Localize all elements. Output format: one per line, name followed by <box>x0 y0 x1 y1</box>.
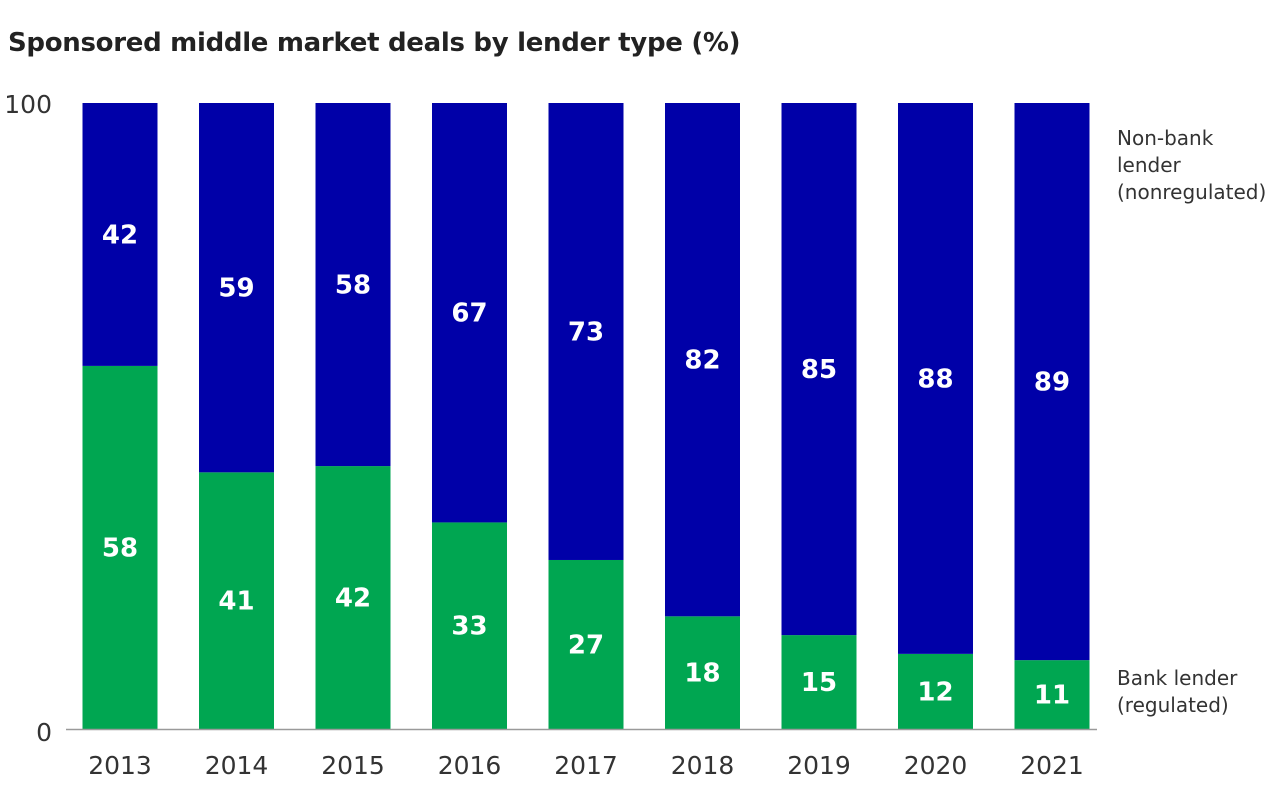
x-tick-label: 2020 <box>904 751 968 780</box>
bar-segment-bank-2014 <box>199 472 274 729</box>
y-tick-label: 0 <box>36 718 52 747</box>
data-label-bank-2021: 11 <box>1034 681 1070 711</box>
data-label-nonbank-2017: 73 <box>568 317 604 347</box>
bar-segment-nonbank-2017 <box>548 103 624 560</box>
data-label-nonbank-2015: 58 <box>335 271 371 301</box>
bar-segment-bank-2018 <box>665 616 740 729</box>
bars-layer <box>82 103 1090 729</box>
bar-segment-bank-2017 <box>548 559 624 729</box>
bar-segment-bank-2016 <box>432 522 507 729</box>
chart-title: Sponsored middle market deals by lender … <box>8 28 741 58</box>
data-label-bank-2017: 27 <box>568 630 604 660</box>
legend-label-nonbank: lender <box>1117 153 1182 177</box>
data-label-bank-2019: 15 <box>801 668 837 698</box>
data-label-bank-2015: 42 <box>335 584 371 614</box>
bar-segment-nonbank-2018 <box>665 103 740 617</box>
data-label-nonbank-2018: 82 <box>684 346 720 376</box>
data-label-nonbank-2021: 89 <box>1034 368 1070 398</box>
axes-layer: 2013 2014 2015 2016 2017 2018 2019 2020 2021 0 100 <box>4 90 1097 780</box>
x-tick-label: 2017 <box>554 751 618 780</box>
bar-segment-bank-2020 <box>898 653 973 729</box>
bar-segment-nonbank-2020 <box>898 103 973 654</box>
x-tick-label: 2016 <box>438 751 502 780</box>
bar-segment-bank-2013 <box>82 365 158 729</box>
bar-segment-nonbank-2021 <box>1014 103 1090 661</box>
data-label-nonbank-2019: 85 <box>801 355 837 385</box>
data-label-nonbank-2020: 88 <box>917 364 953 394</box>
legend-label-bank: Bank lender <box>1117 666 1238 690</box>
bar-segment-nonbank-2013 <box>82 103 158 366</box>
legend-label-nonbank: (nonregulated) <box>1117 180 1266 204</box>
data-label-nonbank-2014: 59 <box>218 274 254 304</box>
data-label-bank-2018: 18 <box>684 659 720 689</box>
x-tick-label: 2013 <box>88 751 152 780</box>
x-tick-label: 2015 <box>321 751 385 780</box>
x-tick-label: 2014 <box>205 751 269 780</box>
bar-segment-nonbank-2014 <box>199 103 274 473</box>
bar-segment-bank-2015 <box>315 466 391 729</box>
legend-layer: Non-bank lender (nonregulated) Bank lender (… <box>1117 126 1266 717</box>
bar-segment-bank-2021 <box>1014 660 1090 729</box>
y-tick-label: 100 <box>4 90 52 119</box>
bar-segment-nonbank-2016 <box>432 103 507 523</box>
data-label-bank-2014: 41 <box>218 587 254 617</box>
x-tick-label: 2018 <box>671 751 735 780</box>
data-label-nonbank-2013: 42 <box>102 220 138 250</box>
bar-labels-layer: 58 42 41 59 42 58 33 67 27 73 18 82 15 85 12 88 11 89 <box>102 220 1070 710</box>
x-tick-label: 2021 <box>1020 751 1084 780</box>
data-label-bank-2020: 12 <box>917 677 953 707</box>
legend-label-bank: (regulated) <box>1117 693 1229 717</box>
bar-segment-bank-2019 <box>781 635 857 729</box>
x-tick-label: 2019 <box>787 751 851 780</box>
bar-segment-nonbank-2019 <box>781 103 857 636</box>
data-label-nonbank-2016: 67 <box>451 299 487 329</box>
data-label-bank-2013: 58 <box>102 533 138 563</box>
bar-segment-nonbank-2015 <box>315 103 391 467</box>
legend-label-nonbank: Non-bank <box>1117 126 1214 150</box>
data-label-bank-2016: 33 <box>451 612 487 642</box>
